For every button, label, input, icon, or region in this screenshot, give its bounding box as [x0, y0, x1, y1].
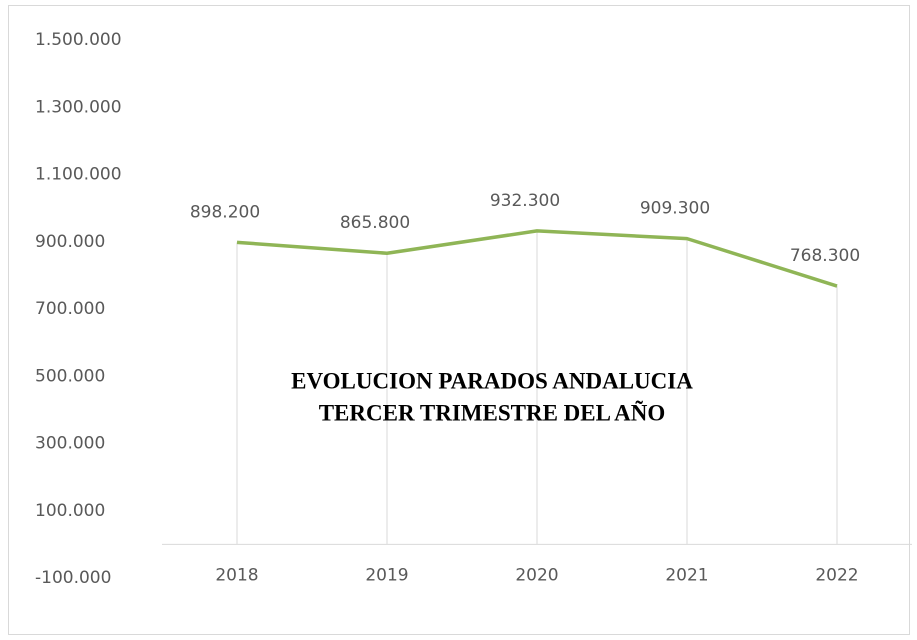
y-tick-label: 500.000 — [35, 366, 105, 386]
y-tick-label: 700.000 — [35, 299, 105, 319]
data-label: 932.300 — [490, 191, 560, 211]
x-tick-label: 2019 — [365, 565, 408, 585]
y-tick-label: 900.000 — [35, 232, 105, 252]
y-tick-label: -100.000 — [35, 568, 111, 588]
x-tick-label: 2021 — [665, 565, 708, 585]
y-tick-label: 300.000 — [35, 434, 105, 454]
y-tick-label: 1.100.000 — [35, 165, 122, 185]
x-tick-label: 2018 — [215, 565, 258, 585]
series-line — [236, 229, 838, 288]
data-label: 865.800 — [340, 213, 410, 233]
chart-title: EVOLUCION PARADOS ANDALUCIA — [291, 368, 693, 393]
data-label: 768.300 — [790, 246, 860, 266]
y-tick-label: 100.000 — [35, 501, 105, 521]
y-tick-label: 1.500.000 — [35, 30, 122, 50]
chart-border — [8, 5, 910, 635]
data-label: 909.300 — [640, 199, 710, 219]
chart-title: TERCER TRIMESTRE DEL AÑO — [319, 400, 666, 425]
data-label: 898.200 — [190, 202, 260, 222]
x-tick-label: 2020 — [515, 565, 558, 585]
x-tick-label: 2022 — [815, 565, 858, 585]
y-tick-label: 1.300.000 — [35, 97, 122, 117]
